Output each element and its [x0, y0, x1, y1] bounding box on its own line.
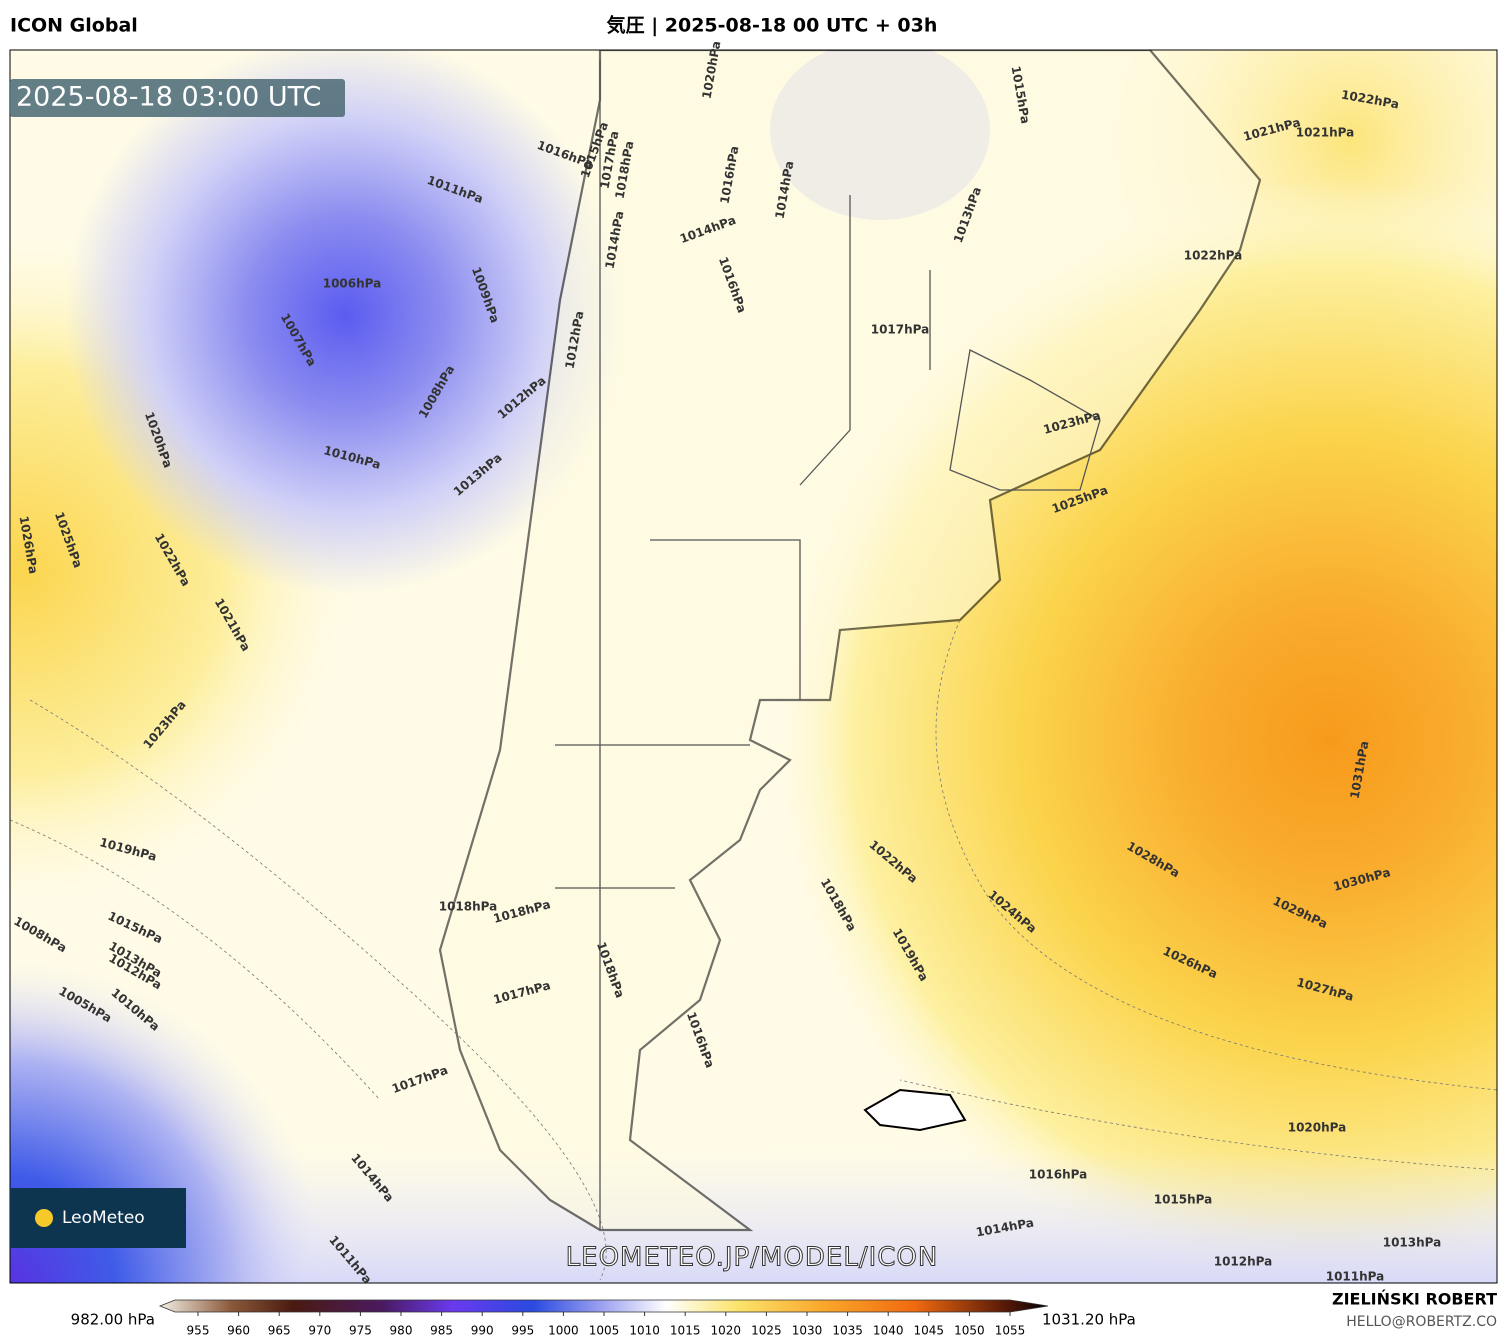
- email: HELLO@ROBERTZ.CO: [1346, 1314, 1497, 1330]
- isobar-label: 1017hPa: [871, 323, 930, 337]
- colorbar-tick-label: 980: [390, 1324, 413, 1338]
- isobar-label: 1013hPa: [1383, 1236, 1442, 1250]
- colorbar-tick-label: 990: [471, 1324, 494, 1338]
- colorbar-max: 1031.20 hPa: [1042, 1311, 1136, 1329]
- isobar-label: 1016hPa: [1029, 1168, 1088, 1182]
- watermark: LEOMETEO.JP/MODEL/ICON: [566, 1243, 939, 1273]
- colorbar-tick-label: 970: [308, 1324, 331, 1338]
- colorbar-tick-label: 1020: [711, 1324, 742, 1338]
- colorbar-tick-label: 960: [227, 1324, 250, 1338]
- isobar-label: 1006hPa: [323, 277, 382, 291]
- isobar-label: 1012hPa: [1214, 1255, 1273, 1269]
- colorbar-tick-label: 1045: [914, 1324, 945, 1338]
- isobar-label: 1021hPa: [1296, 126, 1355, 140]
- logo-sun: [35, 1209, 53, 1227]
- isobar-label: 1020hPa: [1288, 1121, 1347, 1135]
- author: ZIELIŃSKI ROBERT: [1332, 1290, 1497, 1309]
- colorbar-min: 982.00 hPa: [71, 1311, 155, 1329]
- colorbar-tick-label: 995: [511, 1324, 534, 1338]
- colorbar: [158, 1299, 1049, 1313]
- colorbar-tick-label: 1035: [832, 1324, 863, 1338]
- isobar-label: 1018hPa: [439, 900, 498, 914]
- colorbar-tick-label: 1030: [792, 1324, 823, 1338]
- colorbar-tick-label: 1040: [873, 1324, 904, 1338]
- map-frame: [9, 49, 1498, 1284]
- colorbar-tick-label: 955: [187, 1324, 210, 1338]
- model-name: ICON Global: [10, 15, 138, 37]
- isobar-label: 1015hPa: [1154, 1193, 1213, 1207]
- colorbar-tick-label: 965: [268, 1324, 291, 1338]
- map: [10, 50, 1497, 1283]
- colorbar-tick-label: 1055: [995, 1324, 1026, 1338]
- timestamp-box: [10, 79, 345, 117]
- colorbar-tick-label: 1025: [751, 1324, 782, 1338]
- isobar-label: 1022hPa: [1184, 249, 1243, 263]
- logo: LeoMeteo: [62, 1208, 145, 1228]
- colorbar-tick-label: 1005: [589, 1324, 620, 1338]
- colorbar-tick-label: 1015: [670, 1324, 701, 1338]
- colorbar-tick-label: 1010: [629, 1324, 660, 1338]
- colorbar-tick-label: 1050: [954, 1324, 985, 1338]
- colorbar-tick-label: 975: [349, 1324, 372, 1338]
- colorbar-tick-label: 985: [430, 1324, 453, 1338]
- isobar-label: 1011hPa: [1326, 1270, 1385, 1284]
- timestamp: 2025-08-18 03:00 UTC: [16, 82, 321, 113]
- colorbar-tick-label: 1000: [548, 1324, 579, 1338]
- title: 気圧 | 2025-08-18 00 UTC + 03h: [607, 14, 938, 37]
